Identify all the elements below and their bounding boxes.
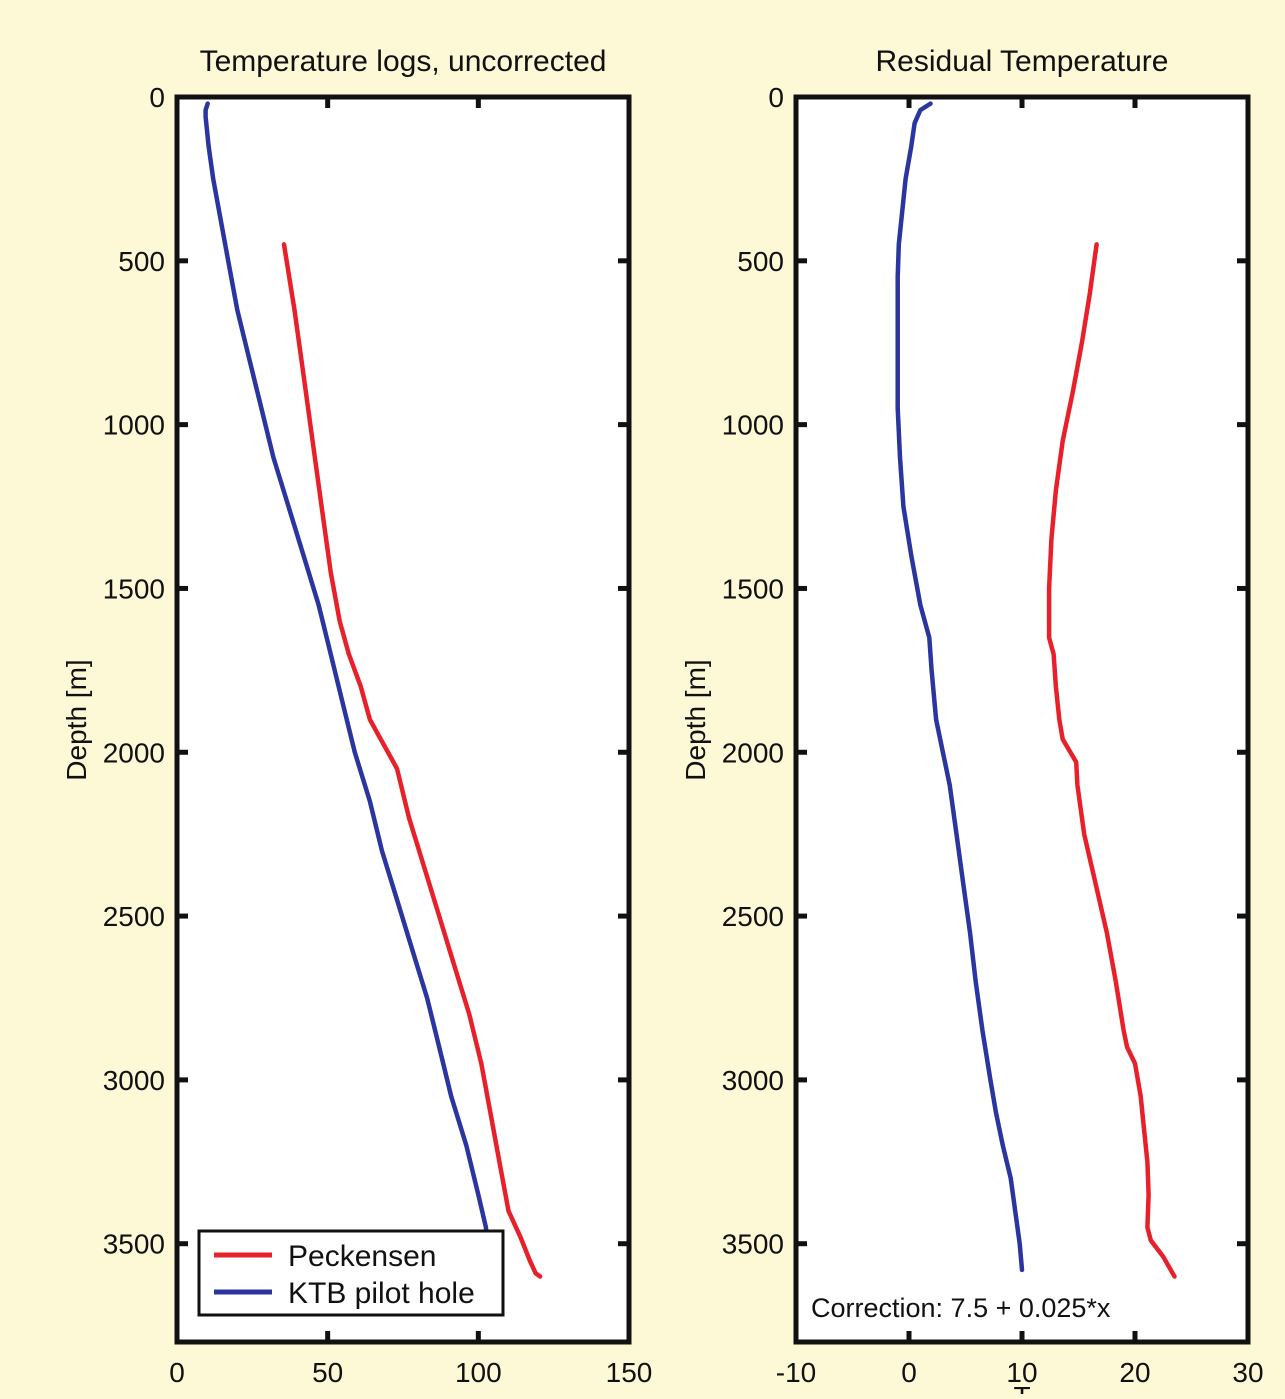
plot-area (177, 97, 629, 1342)
y-axis-label: Depth [m] (61, 659, 92, 780)
y-tick-label: 2000 (103, 737, 165, 768)
y-axis-label: Depth [m] (680, 659, 711, 780)
series-group (895, 101, 1177, 1279)
y-tick-label: 3000 (722, 1065, 784, 1096)
series-line-ktb-pilot-hole (895, 101, 1025, 1273)
y-tick-label: 2000 (722, 737, 784, 768)
y-tick-label: 0 (768, 82, 784, 113)
y-tick-label: 1000 (722, 410, 784, 441)
chart-title: Residual Temperature (876, 45, 1169, 78)
y-tick-label: 1500 (722, 573, 784, 604)
axis-ticks: 0 500 1000 1500 2000 2500 3000 3500 -10 0 10 20 30 (722, 82, 1264, 1388)
x-tick-label: 0 (901, 1357, 917, 1388)
y-tick-label: 3500 (103, 1229, 165, 1260)
y-tick-label: 3500 (722, 1229, 784, 1260)
x-tick-label: 10 (1006, 1357, 1037, 1388)
legend-label-ktb: KTB pilot hole (288, 1277, 475, 1310)
legend-box (197, 1229, 505, 1317)
axes-frame (174, 94, 632, 1345)
y-tick-label: 1500 (103, 573, 165, 604)
panel-temperature-logs: Temperature logs, uncorrected Depth [m] … (61, 45, 652, 1388)
x-tick-label: 150 (606, 1357, 653, 1388)
y-tick-label: 500 (118, 246, 165, 277)
axes-frame (793, 94, 1251, 1345)
series-line-peckensen (1046, 242, 1177, 1279)
series-group (203, 101, 543, 1279)
y-tick-label: 1000 (103, 410, 165, 441)
x-tick-label: 50 (312, 1357, 343, 1388)
y-tick-label: 500 (737, 246, 784, 277)
chart-title: Temperature logs, uncorrected (200, 45, 607, 78)
y-tick-label: 2500 (722, 901, 784, 932)
x-tick-label: 100 (455, 1357, 502, 1388)
series-line-ktb-pilot-hole (203, 101, 490, 1246)
series-line-peckensen (281, 242, 543, 1279)
x-tick-label: 0 (169, 1357, 185, 1388)
x-tick-label: 30 (1232, 1357, 1263, 1388)
axis-ticks: 0 500 1000 1500 2000 2500 3000 3500 0 50 100 150 (103, 82, 653, 1388)
plot-area (796, 97, 1248, 1342)
legend: Peckensen KTB pilot hole (197, 1229, 505, 1317)
y-tick-label: 0 (149, 82, 165, 113)
correction-annotation: Correction: 7.5 + 0.025*x (811, 1293, 1111, 1323)
x-tick-label: -10 (776, 1357, 816, 1388)
x-tick-label: 20 (1119, 1357, 1150, 1388)
y-tick-label: 2500 (103, 901, 165, 932)
panel-residual-temperature: Residual Temperature Depth [m] T 0500100… (680, 45, 1264, 1399)
y-tick-label: 3000 (103, 1065, 165, 1096)
legend-label-peckensen: Peckensen (288, 1240, 436, 1273)
